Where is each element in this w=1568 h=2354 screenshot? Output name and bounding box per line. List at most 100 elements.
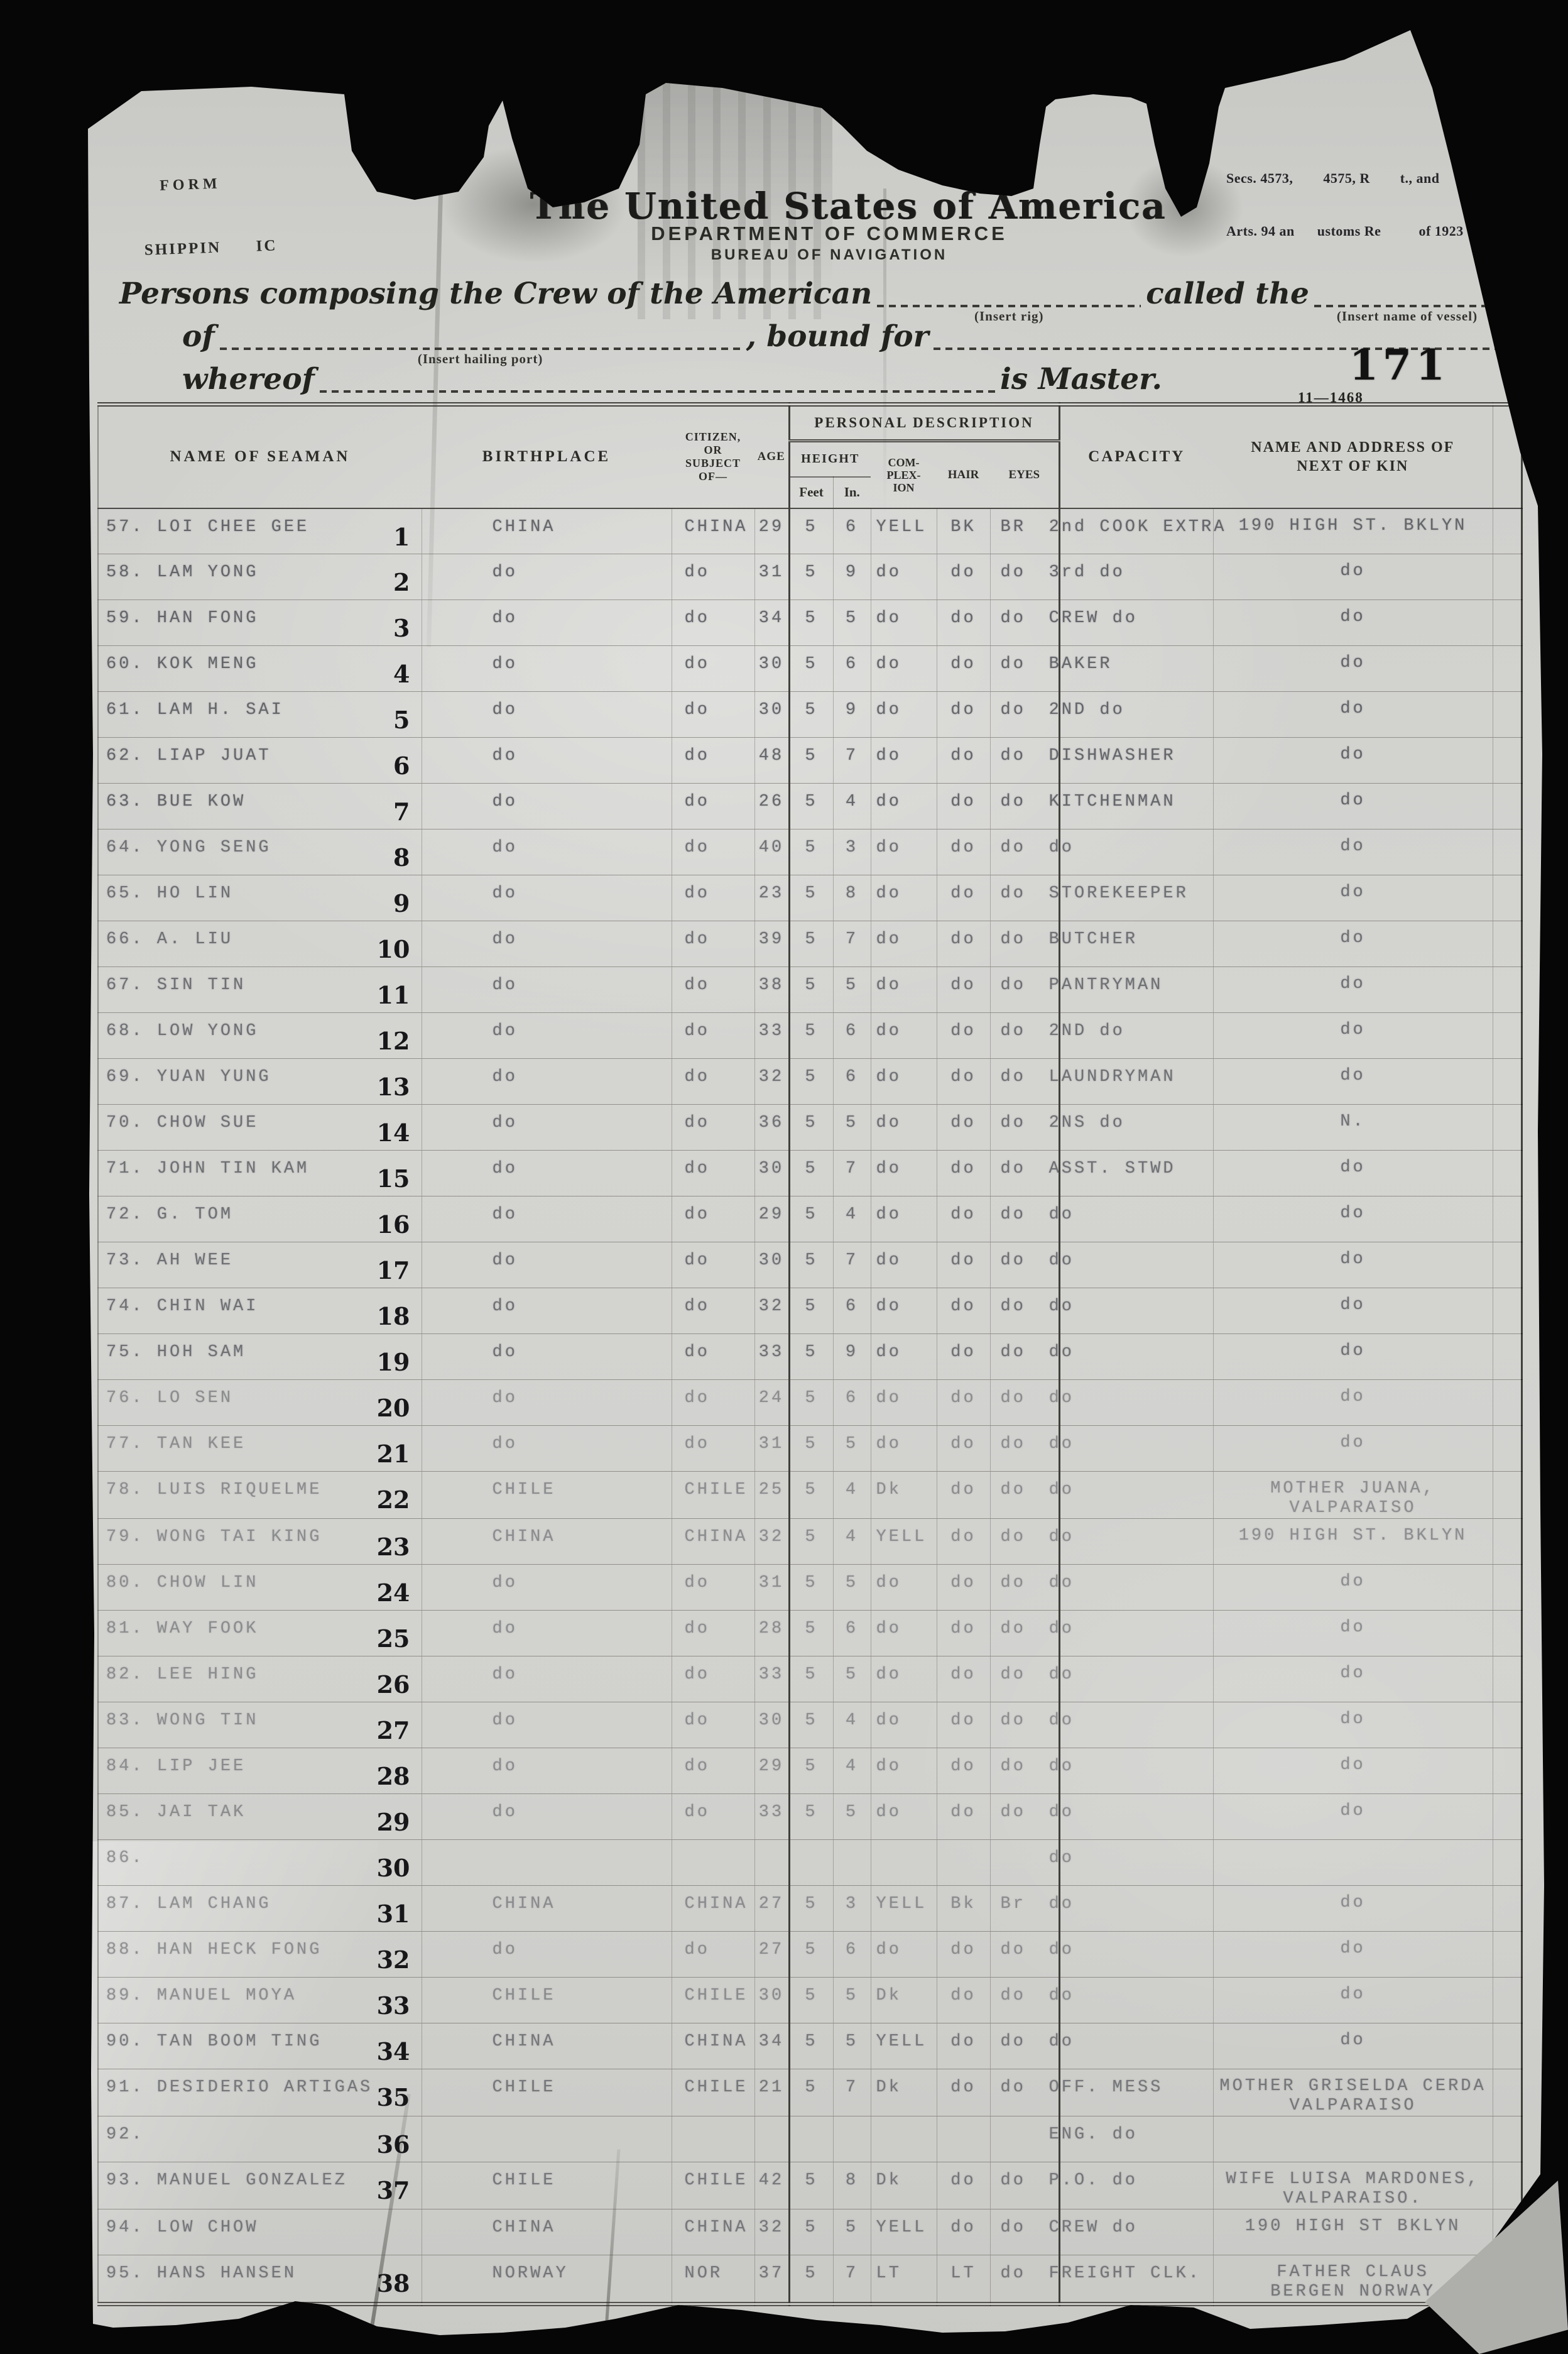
department-line: DEPARTMENT OF COMMERCE: [651, 222, 1008, 244]
age-value: 30: [758, 1251, 785, 1270]
blank-vessel-field: (Insert name of vessel): [1314, 301, 1500, 324]
capacity-value: FREIGHT CLK.: [1048, 2264, 1201, 2283]
cell-eyes: do: [989, 1793, 1060, 1840]
inches-value: 4: [845, 1711, 859, 1730]
cell-capacity: DISHWASHER: [1049, 737, 1214, 784]
hair-value: do: [950, 1528, 976, 1547]
handwritten-row-number: 37: [376, 2176, 410, 2204]
cell-kin: do: [1212, 554, 1493, 600]
cell-feet: 5: [788, 1379, 833, 1426]
table-row: 95. HANS HANSEN 38 NORWAY NOR 37 5 7 LT LT do FREI…: [98, 2255, 1522, 2304]
col-header-age: AGE: [754, 404, 789, 509]
citizen-value: do: [684, 1665, 710, 1684]
seaman-name: 90. TAN BOOM TING: [106, 2032, 322, 2051]
handwritten-row-number: 29: [376, 1808, 410, 1836]
cell-capacity: do: [1049, 1702, 1214, 1748]
hair-value: do: [950, 838, 976, 857]
cell-name: 91. DESIDERIO ARTIGAS 35: [98, 2069, 422, 2116]
age-value: 32: [758, 1297, 785, 1316]
seaman-name: 83. WONG TIN: [106, 1711, 259, 1730]
eyes-value: do: [1000, 563, 1026, 582]
cell-hair: do: [936, 2209, 990, 2255]
seaman-name: 58. LAM YONG: [106, 563, 259, 582]
citizen-value: do: [684, 1068, 710, 1087]
col-header-eyes: EYES: [990, 441, 1060, 509]
cell-age: 33: [754, 1012, 789, 1059]
feet-value: 5: [805, 2264, 818, 2283]
cell-citizen: do: [671, 1196, 754, 1242]
cell-age: 32: [754, 2209, 789, 2255]
cell-complexion: Dk: [870, 2162, 937, 2209]
cell-name: 90. TAN BOOM TING 34: [98, 2023, 422, 2069]
cell-hair: [936, 2116, 990, 2162]
field-caption: (Insert hailing port): [417, 351, 543, 366]
age-value: 24: [758, 1389, 785, 1408]
eyes-value: BR: [1000, 517, 1026, 537]
eyes-value: do: [1000, 1389, 1026, 1408]
capacity-value: 2ND do: [1048, 1022, 1125, 1041]
cell-age: 33: [754, 1793, 789, 1840]
complexion-value: YELL: [876, 2032, 927, 2051]
cell-capacity: do: [1049, 1748, 1214, 1794]
cell-inches: 5: [832, 1977, 871, 2023]
cell-feet: 5: [788, 737, 833, 784]
cell-hair: BK: [936, 508, 990, 554]
inches-value: 5: [845, 2218, 859, 2237]
eyes-value: do: [1000, 1986, 1026, 2005]
cell-age: 31: [754, 554, 789, 600]
cell-capacity: 2nd COOK EXTRA: [1049, 508, 1224, 554]
handwritten-row-number: 33: [376, 1991, 410, 2020]
handwritten-row-number: 28: [376, 1762, 410, 1790]
feet-value: 5: [805, 517, 818, 537]
inches-value: 7: [845, 930, 859, 949]
cell-citizen: do: [671, 599, 754, 646]
kin-value: do: [1340, 699, 1366, 718]
eyes-value: do: [1000, 1481, 1026, 1499]
col-header-capacity: CAPACITY: [1059, 404, 1214, 509]
table-row: 82. LEE HING 26 do do 33 5 5 do do do do do: [98, 1656, 1522, 1702]
cell-feet: 5: [788, 2069, 833, 2116]
age-value: 30: [758, 1159, 785, 1178]
cell-age: 37: [754, 2255, 789, 2304]
cell-eyes: do: [989, 554, 1060, 600]
cell-capacity: do: [1049, 1977, 1214, 2023]
feet-value: 5: [805, 1941, 818, 1959]
eyes-value: do: [1000, 1343, 1026, 1362]
cell-capacity: LAUNDRYMAN: [1049, 1058, 1214, 1105]
stamp-line: Arts. 94 an ustoms Re of 1923: [1226, 223, 1464, 239]
kin-value: do: [1340, 1296, 1366, 1315]
handwritten-row-number: 4: [393, 660, 410, 688]
cell-inches: 7: [832, 737, 871, 784]
hair-value: do: [950, 976, 976, 995]
complexion-value: [871, 2116, 937, 2125]
cell-name: 59. HAN FONG 3: [98, 599, 422, 646]
cell-complexion: do: [870, 1058, 937, 1105]
hair-value: do: [950, 701, 976, 720]
kin-value: do: [1340, 929, 1366, 948]
age-value: 39: [758, 930, 785, 949]
capacity-value: CREW do: [1048, 2218, 1138, 2237]
inches-value: 4: [845, 1757, 859, 1776]
cell-eyes: do: [989, 1702, 1060, 1748]
handwritten-row-number: 34: [376, 2037, 410, 2066]
handwritten-row-number: 2: [393, 568, 410, 596]
age-value: 30: [758, 1986, 785, 2005]
cell-kin: do: [1212, 737, 1493, 784]
table-row: 91. DESIDERIO ARTIGAS 35 CHILE CHILE 21 5 7 Dk d…: [98, 2069, 1522, 2116]
cell-age: 33: [754, 1656, 789, 1702]
inches-value: [834, 1840, 871, 1849]
seaman-name: 93. MANUEL GONZALEZ: [106, 2171, 347, 2190]
cell-inches: 6: [832, 1610, 871, 1656]
age-value: 29: [758, 1205, 785, 1224]
complexion-value: Dk: [876, 2171, 901, 2190]
hair-value: do: [950, 1941, 976, 1959]
cell-inches: 4: [832, 1196, 871, 1242]
eyes-value: do: [1000, 930, 1026, 949]
birthplace-value: do: [492, 655, 518, 674]
handwritten-row-number: 17: [376, 1256, 410, 1284]
birthplace-value: do: [492, 747, 518, 765]
cell-capacity: BUTCHER: [1049, 921, 1214, 967]
col-header-feet: Feet: [788, 476, 833, 509]
cell-name: 77. TAN KEE 21: [98, 1425, 422, 1472]
seaman-name: 79. WONG TAI KING: [106, 1528, 322, 1547]
